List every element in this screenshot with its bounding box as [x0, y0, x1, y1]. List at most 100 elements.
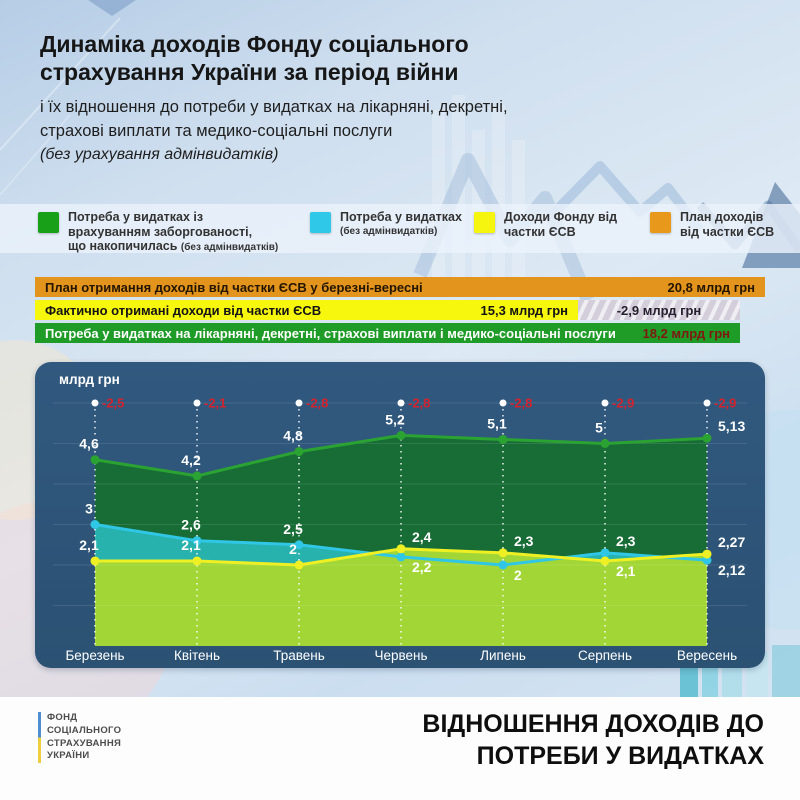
footer: ФОНД СОЦІАЛЬНОГО СТРАХУВАННЯ УКРАЇНИ ВІД…: [0, 697, 800, 800]
data-point: [600, 439, 610, 448]
guide-top-dot: [601, 399, 609, 407]
value-label: 2: [289, 541, 297, 557]
deficit-label: -2,1: [204, 396, 226, 411]
legend-label: частки ЄСВ: [504, 224, 576, 239]
data-point: [90, 556, 100, 566]
data-point: [396, 552, 406, 562]
series-area-2: [95, 548, 707, 646]
fact-bar-value: 15,3 млрд грн: [480, 302, 568, 318]
y-axis-unit-label: млрд грн: [59, 372, 120, 387]
org-name-line: ФОНД: [47, 712, 78, 723]
subtitle-line-1: і їх відношення до потреби у видатках на…: [40, 98, 508, 116]
green-swatch-icon: [38, 212, 59, 233]
footer-heading-line-2: ПОТРЕБИ У ВИДАТКАХ: [476, 742, 764, 770]
admin-costs-note: (без урахування адмінвидатків): [40, 146, 279, 163]
fact-bar-label: Фактично отримані доходи від частки ЄСВ: [45, 302, 322, 318]
guide-top-dot: [91, 399, 99, 407]
data-point: [294, 540, 304, 550]
value-label: 2,3: [514, 533, 534, 549]
data-point: [192, 536, 202, 546]
value-label: 2: [514, 567, 522, 583]
data-point: [498, 548, 508, 558]
legend: Потреба у видатках із врахуванням заборг…: [0, 204, 800, 253]
legend-label: Доходи Фонду від: [504, 210, 618, 224]
legend-label-small: (без адмінвидатків): [180, 242, 279, 253]
guide-top-dot: [397, 399, 405, 407]
month-label: Липень: [480, 648, 526, 663]
value-label: 2,1: [79, 537, 99, 553]
fact-bar: Фактично отримані доходи від частки ЄСВ …: [35, 300, 740, 320]
fact-bar-gap-hatch: -2,9 млрд грн: [578, 300, 740, 320]
deficit-label: -2,8: [408, 396, 430, 411]
data-point: [498, 434, 508, 444]
plan-bar-label: План отримання доходів від частки ЄСВ у …: [45, 279, 423, 295]
guide-top-dot: [499, 399, 507, 407]
page-title: Динаміка доходів Фонду соціального страх…: [40, 30, 640, 86]
guide-top-dot: [193, 399, 201, 407]
value-label: 2,4: [412, 529, 432, 545]
value-label: 5: [595, 420, 603, 436]
plan-bar-value: 20,8 млрд грн: [667, 279, 755, 295]
month-label: Квітень: [174, 648, 220, 663]
legend-label-small: (без адмінвидатків): [340, 225, 438, 237]
deficit-label: -2,8: [510, 396, 532, 411]
data-point: [294, 560, 304, 570]
need-bar-label: Потреба у видатках на лікарняні, декретн…: [45, 325, 616, 341]
value-label: 4,6: [79, 436, 99, 452]
value-label: 3: [85, 501, 93, 517]
value-label: 2,1: [616, 563, 636, 579]
data-point: [90, 520, 100, 529]
legend-label: врахуванням заборгованості,: [68, 224, 253, 239]
data-point: [600, 556, 610, 566]
legend-label: від частки ЄСВ: [680, 224, 775, 239]
deficit-label: -2,5: [102, 396, 124, 411]
data-point: [90, 455, 100, 465]
summary-bars: План отримання доходів від частки ЄСВ у …: [35, 277, 765, 346]
deficit-label: -2,9: [714, 396, 736, 411]
footer-heading-line-1: ВІДНОШЕННЯ ДОХОДІВ ДО: [422, 710, 764, 738]
value-label: 4,8: [283, 428, 303, 444]
data-point: [294, 447, 304, 457]
fact-bar-main: Фактично отримані доходи від частки ЄСВ …: [35, 300, 578, 320]
month-label: Серпень: [578, 648, 632, 663]
data-point: [600, 548, 610, 558]
data-point: [498, 560, 508, 570]
legend-label: План доходів: [680, 210, 764, 224]
deficit-label: -2,9: [612, 396, 634, 411]
area-chart: -2,5 -2,1 -2,8 -2,8 -2,8 -2,9 -2,9 4,6 4,2 4,8 5,2…: [53, 372, 747, 663]
legend-label: Потреба у видатках із: [68, 210, 204, 224]
value-label: 5,13: [718, 418, 745, 434]
org-name-line: СТРАХУВАННЯ: [47, 737, 122, 749]
month-label: Вересень: [677, 648, 737, 663]
data-point: [396, 544, 406, 554]
deficit-label: -2,8: [306, 396, 328, 411]
value-label: 4,2: [181, 452, 201, 468]
fact-bar-gap-value: -2,9 млрд грн: [616, 302, 702, 318]
chart-panel: -2,5 -2,1 -2,8 -2,8 -2,8 -2,9 -2,9 4,6 4,2 4,8 5,2…: [35, 362, 765, 668]
subtitle-line-2: страхові виплати та медико-соціальні пос…: [40, 122, 393, 140]
value-label: 2,27: [718, 534, 745, 550]
data-point: [192, 471, 202, 481]
value-label: 2,2: [412, 559, 432, 575]
org-name-line: СОЦІАЛЬНОГО: [47, 724, 122, 736]
value-label: 5,2: [385, 411, 405, 427]
value-label: 2,1: [181, 537, 201, 553]
legend-item-need: Потреба у видатках (без адмінвидатків): [310, 210, 462, 239]
legend-label: що накопичилась: [68, 239, 178, 253]
title-line-2: страхування України за період війни: [40, 59, 459, 85]
value-label: 2,12: [718, 562, 745, 578]
header: Динаміка доходів Фонду соціального страх…: [40, 30, 640, 164]
guide-top-dot: [703, 399, 711, 407]
month-label: Травень: [273, 648, 325, 663]
legend-item-plan: План доходів від частки ЄСВ: [650, 210, 774, 239]
need-bar: Потреба у видатках на лікарняні, декретн…: [35, 323, 740, 343]
guide-top-dot: [295, 399, 303, 407]
title-line-1: Динаміка доходів Фонду соціального: [40, 31, 469, 57]
data-point: [702, 549, 712, 559]
value-label: 2,5: [283, 521, 303, 537]
plan-bar: План отримання доходів від частки ЄСВ у …: [35, 277, 765, 297]
org-name-line: УКРАЇНИ: [47, 750, 90, 762]
data-point: [396, 430, 406, 440]
value-label: 5,1: [487, 415, 507, 431]
legend-item-need-with-debt: Потреба у видатках із врахуванням заборг…: [38, 210, 278, 256]
